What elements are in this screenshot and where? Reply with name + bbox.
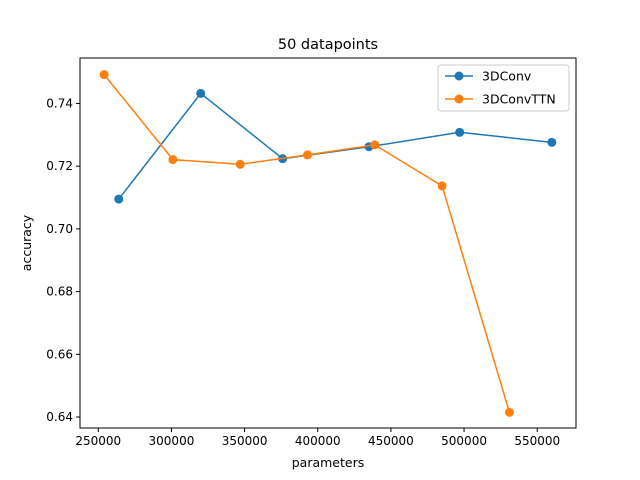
data-point [504, 407, 514, 417]
plot-frame [79, 57, 577, 429]
x-tick-label: 350000 [222, 434, 268, 448]
data-point [196, 88, 206, 98]
legend-label: 3DConvTTN [482, 92, 556, 107]
plot-area [99, 70, 557, 417]
data-point [99, 70, 109, 80]
x-tick-label: 550000 [514, 434, 560, 448]
data-point [168, 155, 178, 165]
data-point [303, 150, 313, 160]
y-tick-label: 0.72 [46, 159, 73, 173]
legend-swatch-marker [454, 94, 464, 104]
data-point [114, 194, 124, 204]
x-axis-label: parameters [292, 455, 365, 470]
chart-title: 50 datapoints [278, 37, 378, 53]
legend: 3DConv 3DConvTTN [437, 64, 570, 112]
y-axis-label: accuracy [19, 214, 34, 271]
series-line [103, 74, 511, 413]
axis-ticks: 250000 300000 350000 400000 450000 500000 5500… [46, 96, 560, 448]
y-tick-label: 0.74 [46, 96, 73, 110]
y-tick-label: 0.68 [46, 285, 73, 299]
data-point [547, 137, 557, 147]
x-tick-label: 500000 [441, 434, 487, 448]
series-1 [99, 70, 514, 417]
data-point [235, 159, 245, 169]
legend-swatch-marker [454, 71, 464, 81]
x-tick-label: 450000 [368, 434, 414, 448]
y-tick-label: 0.64 [46, 410, 73, 424]
y-tick-label: 0.66 [46, 347, 73, 361]
y-tick-label: 0.70 [46, 222, 73, 236]
legend-label: 3DConv [482, 69, 532, 84]
data-point [437, 181, 447, 191]
x-tick-label: 300000 [149, 434, 195, 448]
x-tick-label: 250000 [75, 434, 121, 448]
data-point [455, 127, 465, 137]
x-tick-label: 400000 [295, 434, 341, 448]
data-point [370, 140, 380, 150]
